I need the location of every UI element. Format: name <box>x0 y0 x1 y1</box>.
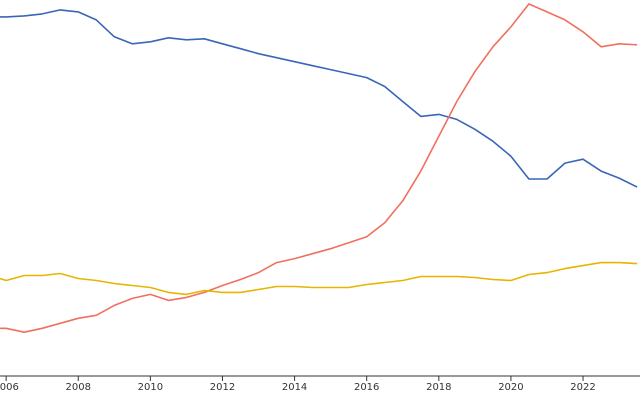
x-tick-label: 2022 <box>570 382 595 393</box>
x-tick-label: 2010 <box>138 382 163 393</box>
x-tick-label: 2016 <box>354 382 379 393</box>
series-line <box>0 261 638 296</box>
series-line <box>0 3 638 333</box>
series-line <box>0 9 638 188</box>
x-tick-label: 2006 <box>0 382 19 393</box>
x-tick-label: 2018 <box>426 382 451 393</box>
x-tick-label: 2012 <box>210 382 235 393</box>
x-tick-label: 2008 <box>66 382 91 393</box>
x-tick-label: 2020 <box>498 382 523 393</box>
x-tick-label: 2014 <box>282 382 307 393</box>
